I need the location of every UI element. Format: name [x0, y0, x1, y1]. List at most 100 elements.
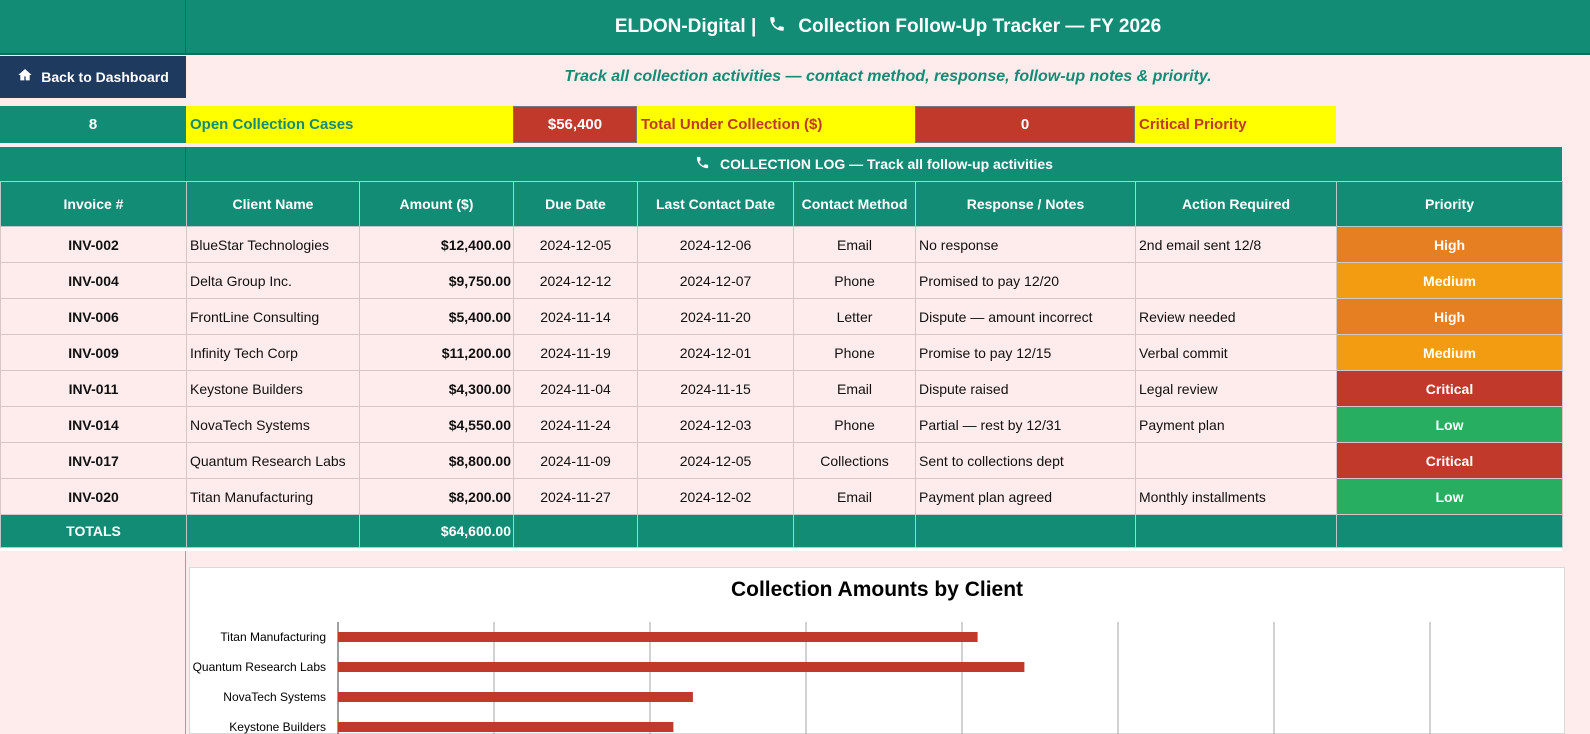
due-date-cell[interactable]: 2024-12-12 [513, 262, 638, 299]
contact-method-cell[interactable]: Phone [793, 334, 916, 371]
amount-cell[interactable]: $4,300.00 [359, 370, 514, 407]
priority-badge[interactable]: Low [1336, 478, 1563, 515]
amount-cell[interactable]: $8,800.00 [359, 442, 514, 479]
contact-method-cell[interactable]: Email [793, 478, 916, 515]
column-header[interactable]: Due Date [513, 181, 638, 227]
client-cell[interactable]: Keystone Builders [186, 370, 360, 407]
last-contact-cell[interactable]: 2024-12-07 [637, 262, 794, 299]
last-contact-cell[interactable]: 2024-12-06 [637, 226, 794, 263]
column-header[interactable]: Response / Notes [915, 181, 1136, 227]
contact-method-cell[interactable]: Phone [793, 406, 916, 443]
amount-cell[interactable]: $11,200.00 [359, 334, 514, 371]
notes-cell[interactable]: Promised to pay 12/20 [915, 262, 1136, 299]
last-contact-cell[interactable]: 2024-12-02 [637, 478, 794, 515]
table-row[interactable]: INV-002 BlueStar Technologies $12,400.00 20… [0, 226, 1563, 263]
client-cell[interactable]: BlueStar Technologies [186, 226, 360, 263]
table-row[interactable]: INV-006 FrontLine Consulting $5,400.00 2024… [0, 298, 1563, 335]
invoice-cell[interactable]: INV-014 [0, 406, 187, 443]
action-cell[interactable] [1135, 262, 1337, 299]
action-cell[interactable]: Payment plan [1135, 406, 1337, 443]
back-to-dashboard-button[interactable]: Back to Dashboard [0, 56, 186, 98]
due-date-cell[interactable]: 2024-11-27 [513, 478, 638, 515]
notes-cell[interactable]: Promise to pay 12/15 [915, 334, 1136, 371]
column-header[interactable]: Client Name [186, 181, 360, 227]
table-row[interactable]: INV-014 NovaTech Systems $4,550.00 2024-11-… [0, 406, 1563, 443]
due-date-cell[interactable]: 2024-11-24 [513, 406, 638, 443]
action-cell[interactable]: Verbal commit [1135, 334, 1337, 371]
notes-cell[interactable]: No response [915, 226, 1136, 263]
totals-cell [1336, 514, 1563, 548]
last-contact-cell[interactable]: 2024-12-05 [637, 442, 794, 479]
contact-method-cell[interactable]: Phone [793, 262, 916, 299]
amount-cell[interactable]: $9,750.00 [359, 262, 514, 299]
column-header[interactable]: Action Required [1135, 181, 1337, 227]
last-contact-cell[interactable]: 2024-11-20 [637, 298, 794, 335]
contact-method-cell[interactable]: Email [793, 226, 916, 263]
column-header[interactable]: Contact Method [793, 181, 916, 227]
client-cell[interactable]: Titan Manufacturing [186, 478, 360, 515]
notes-cell[interactable]: Payment plan agreed [915, 478, 1136, 515]
table-row[interactable]: INV-020 Titan Manufacturing $8,200.00 2024-… [0, 478, 1563, 515]
invoice-cell[interactable]: INV-006 [0, 298, 187, 335]
column-header[interactable]: Priority [1336, 181, 1563, 227]
action-cell[interactable]: Monthly installments [1135, 478, 1337, 515]
invoice-cell[interactable]: INV-009 [0, 334, 187, 371]
contact-method-cell[interactable]: Email [793, 370, 916, 407]
contact-method-cell[interactable]: Letter [793, 298, 916, 335]
priority-badge[interactable]: Critical [1336, 442, 1563, 479]
last-contact-cell[interactable]: 2024-11-15 [637, 370, 794, 407]
due-date-cell[interactable]: 2024-11-19 [513, 334, 638, 371]
priority-badge[interactable]: Medium [1336, 334, 1563, 371]
client-cell[interactable]: Delta Group Inc. [186, 262, 360, 299]
contact-method-cell[interactable]: Collections [793, 442, 916, 479]
tracker-title: Collection Follow-Up Tracker — FY 2026 [798, 15, 1162, 37]
notes-cell[interactable]: Dispute — amount incorrect [915, 298, 1136, 335]
due-date-cell[interactable]: 2024-11-14 [513, 298, 638, 335]
invoice-cell[interactable]: INV-002 [0, 226, 187, 263]
due-date-cell[interactable]: 2024-11-04 [513, 370, 638, 407]
priority-badge[interactable]: Critical [1336, 370, 1563, 407]
invoice-cell[interactable]: INV-011 [0, 370, 187, 407]
due-date-cell[interactable]: 2024-12-05 [513, 226, 638, 263]
last-contact-cell[interactable]: 2024-12-03 [637, 406, 794, 443]
priority-badge[interactable]: High [1336, 298, 1563, 335]
column-header[interactable]: Last Contact Date [637, 181, 794, 227]
action-cell[interactable]: Review needed [1135, 298, 1337, 335]
due-date-cell[interactable]: 2024-11-09 [513, 442, 638, 479]
bar-chart: Titan Manufacturing Quantum Research Labs… [193, 622, 1431, 734]
client-cell[interactable]: Infinity Tech Corp [186, 334, 360, 371]
last-contact-cell[interactable]: 2024-12-01 [637, 334, 794, 371]
action-cell[interactable]: 2nd email sent 12/8 [1135, 226, 1337, 263]
amount-cell[interactable]: $4,550.00 [359, 406, 514, 443]
priority-badge[interactable]: High [1336, 226, 1563, 263]
table-row[interactable]: INV-017 Quantum Research Labs $8,800.00 202… [0, 442, 1563, 479]
spacer [0, 98, 1590, 106]
action-cell[interactable] [1135, 442, 1337, 479]
table-row[interactable]: INV-009 Infinity Tech Corp $11,200.00 2024-… [0, 334, 1563, 371]
invoice-cell[interactable]: INV-004 [0, 262, 187, 299]
table-row[interactable]: INV-004 Delta Group Inc. $9,750.00 2024-12-… [0, 262, 1563, 299]
chart-bar[interactable] [338, 692, 693, 702]
column-header[interactable]: Invoice # [0, 181, 187, 227]
chart-bar[interactable] [338, 662, 1025, 672]
notes-cell[interactable]: Sent to collections dept [915, 442, 1136, 479]
invoice-cell[interactable]: INV-020 [0, 478, 187, 515]
client-cell[interactable]: FrontLine Consulting [186, 298, 360, 335]
amount-cell[interactable]: $8,200.00 [359, 478, 514, 515]
notes-cell[interactable]: Dispute raised [915, 370, 1136, 407]
notes-cell[interactable]: Partial — rest by 12/31 [915, 406, 1136, 443]
column-header[interactable]: Amount ($) [359, 181, 514, 227]
invoice-cell[interactable]: INV-017 [0, 442, 187, 479]
amount-cell[interactable]: $5,400.00 [359, 298, 514, 335]
client-cell[interactable]: NovaTech Systems [186, 406, 360, 443]
client-cell[interactable]: Quantum Research Labs [186, 442, 360, 479]
phone-icon [768, 15, 786, 39]
priority-badge[interactable]: Medium [1336, 262, 1563, 299]
action-cell[interactable]: Legal review [1135, 370, 1337, 407]
chart-bar[interactable] [338, 722, 674, 732]
table-row[interactable]: INV-011 Keystone Builders $4,300.00 2024-11… [0, 370, 1563, 407]
priority-badge[interactable]: Low [1336, 406, 1563, 443]
amount-cell[interactable]: $12,400.00 [359, 226, 514, 263]
chart-bar[interactable] [338, 632, 978, 642]
chart-panel[interactable] [189, 567, 1565, 734]
